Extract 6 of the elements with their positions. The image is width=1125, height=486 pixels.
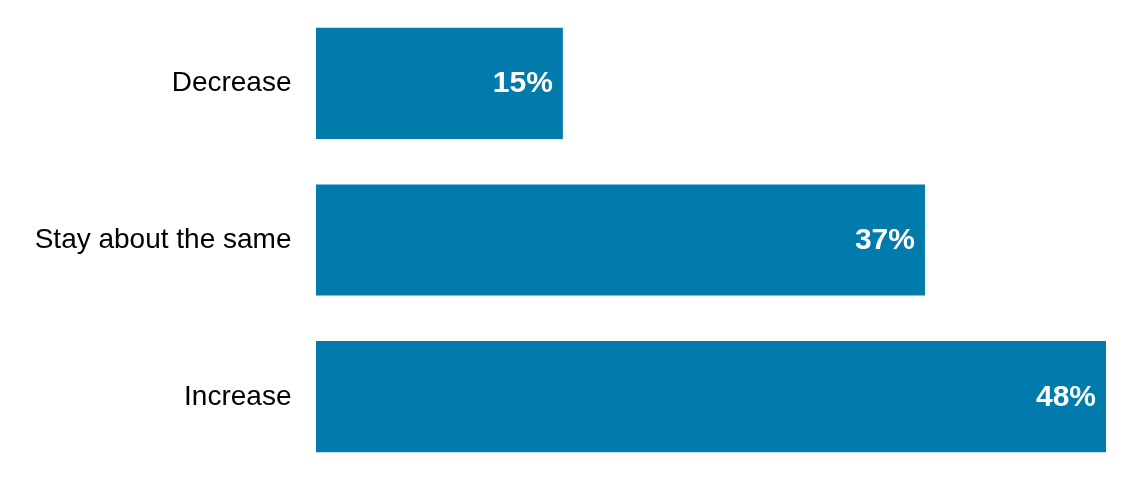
data-label: 48% — [1035, 378, 1096, 412]
data-label: 15% — [492, 65, 553, 99]
y-tick-label: Decrease — [171, 66, 292, 98]
data-label: 37% — [854, 222, 915, 255]
y-tick-label: Stay about the same — [34, 223, 292, 254]
y-tick-label: Increase — [184, 379, 292, 411]
